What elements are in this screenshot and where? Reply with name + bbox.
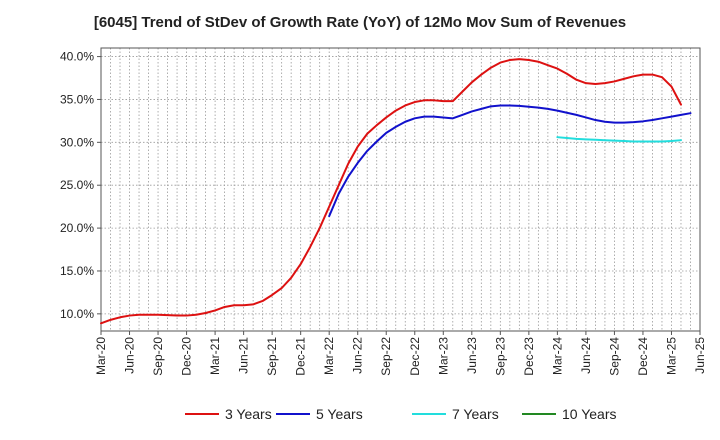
legend-item-5-years[interactable]: 5 Years <box>276 406 363 422</box>
chart-title: [6045] Trend of StDev of Growth Rate (Yo… <box>93 14 627 31</box>
x-tick-label: Dec-21 <box>294 337 308 376</box>
y-tick-label: 40.0% <box>60 50 94 64</box>
legend-label: 5 Years <box>316 406 363 422</box>
x-tick-label: Dec-24 <box>636 337 650 376</box>
y-tick-label: 15.0% <box>60 264 94 278</box>
x-tick-label: Jun-21 <box>237 337 251 374</box>
series-line-5-years <box>328 104 692 218</box>
x-tick-label: Dec-22 <box>408 337 422 376</box>
series-layer <box>100 58 692 325</box>
y-axis-ticks: 10.0% 15.0% 20.0% 25.0% 30.0% 35.0% 40.0% <box>60 50 101 321</box>
plot-frame <box>100 47 701 332</box>
x-tick-label: Sep-21 <box>265 337 279 376</box>
legend-item-10-years[interactable]: 10 Years <box>522 406 617 422</box>
x-tick-label: Mar-21 <box>208 337 222 375</box>
x-tick-label: Mar-20 <box>94 337 108 375</box>
x-tick-label: Sep-23 <box>493 337 507 376</box>
series-line-3-years <box>100 58 682 325</box>
x-tick-label: Dec-23 <box>522 337 536 376</box>
x-tick-label: Jun-22 <box>351 337 365 374</box>
grid-layer <box>100 48 701 331</box>
x-tick-label: Mar-23 <box>436 337 450 375</box>
x-axis-ticks: Mar-20 Jun-20 Sep-20 Dec-20 Mar-21 Jun-21 Sep-… <box>94 331 707 376</box>
y-tick-label: 25.0% <box>60 178 94 192</box>
x-tick-label: Jun-20 <box>123 337 137 374</box>
x-tick-label: Jun-23 <box>465 337 479 374</box>
y-tick-label: 10.0% <box>60 307 94 321</box>
y-tick-label: 35.0% <box>60 92 94 106</box>
x-tick-label: Jun-24 <box>579 337 593 374</box>
y-tick-label: 20.0% <box>60 221 94 235</box>
x-tick-label: Sep-24 <box>607 337 621 376</box>
axes-layer <box>100 47 701 332</box>
x-tick-label: Mar-24 <box>550 337 564 375</box>
series-line-7-years <box>556 136 682 143</box>
x-tick-label: Mar-22 <box>322 337 336 375</box>
x-tick-label: Jun-25 <box>693 337 707 374</box>
legend-item-3-years[interactable]: 3 Years <box>185 406 272 422</box>
x-tick-label: Mar-25 <box>664 337 678 375</box>
legend[interactable]: 3 Years 5 Years 7 Years 10 Years <box>185 406 617 422</box>
legend-label: 7 Years <box>452 406 499 422</box>
x-tick-label: Sep-22 <box>379 337 393 376</box>
legend-label: 10 Years <box>562 406 617 422</box>
x-tick-label: Dec-20 <box>180 337 194 376</box>
legend-label: 3 Years <box>225 406 272 422</box>
x-tick-label: Sep-20 <box>151 337 165 376</box>
legend-item-7-years[interactable]: 7 Years <box>412 406 499 422</box>
y-tick-label: 30.0% <box>60 135 94 149</box>
